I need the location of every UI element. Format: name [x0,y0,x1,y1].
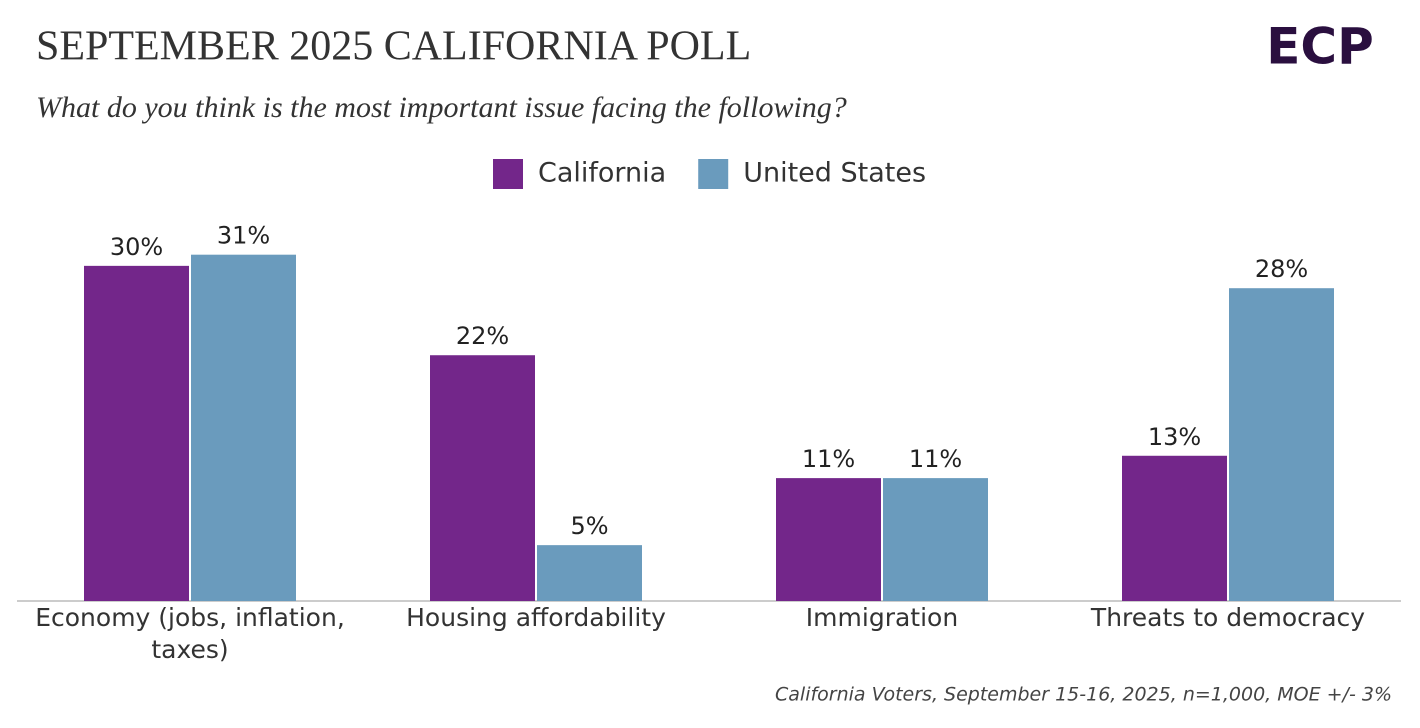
legend-swatch [493,159,523,189]
data-label: 31% [217,222,270,250]
bar [430,355,535,601]
data-label: 28% [1255,255,1308,283]
logo: ECP [1266,18,1374,76]
data-label: 5% [570,512,608,540]
bar [883,478,988,601]
bar [776,478,881,601]
data-label: 22% [456,322,509,350]
chart-subtitle: What do you think is the most important … [36,91,847,124]
bar [191,254,296,601]
x-tick-label: Threats to democracy [1090,603,1366,632]
bar [1122,455,1227,601]
data-label: 13% [1148,423,1201,451]
bar [537,545,642,601]
bar [1229,288,1334,601]
data-label: 11% [802,445,855,473]
chart-title: SEPTEMBER 2025 CALIFORNIA POLL [36,24,751,70]
data-label: 11% [909,445,962,473]
data-label: 30% [110,233,163,261]
footnote: California Voters, September 15-16, 2025… [775,684,1392,706]
legend-swatch [698,159,729,189]
x-tick-label: Housing affordability [406,603,666,632]
x-tick-label: Economy (jobs, inflation, taxes) [35,603,345,664]
legend-label: California [538,158,666,189]
bar [84,265,189,601]
x-tick-label: Immigration [805,603,959,632]
legend-label: United States [743,158,926,189]
